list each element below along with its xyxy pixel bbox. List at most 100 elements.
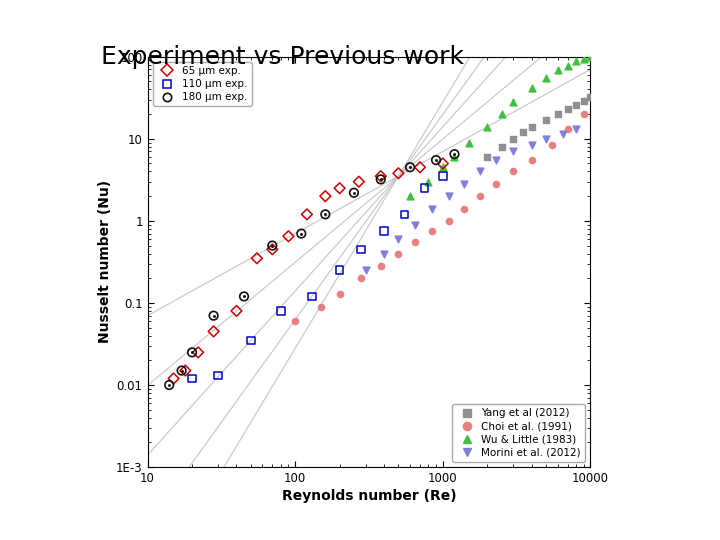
- Point: [437, 159, 449, 168]
- Point: [508, 134, 519, 143]
- Point: [375, 172, 387, 180]
- Point: [212, 372, 224, 380]
- Text: Material Measurement Laboratory: Material Measurement Laboratory: [11, 510, 225, 520]
- Point: [562, 105, 573, 113]
- Point: [540, 116, 552, 124]
- Point: [570, 57, 582, 65]
- Point: [163, 381, 175, 389]
- Point: [459, 180, 470, 188]
- Point: [526, 140, 537, 149]
- Point: [410, 238, 421, 246]
- Point: [508, 98, 519, 106]
- Point: [176, 366, 187, 375]
- Point: [295, 230, 307, 238]
- Point: [283, 232, 294, 240]
- Point: [459, 205, 470, 213]
- Point: [449, 153, 460, 161]
- Point: [437, 163, 449, 172]
- Point: [186, 348, 198, 357]
- Point: [431, 156, 442, 164]
- Point: [490, 156, 502, 164]
- Point: [482, 123, 493, 131]
- Point: [414, 163, 426, 172]
- Point: [427, 227, 438, 235]
- Point: [334, 184, 346, 193]
- Point: [375, 175, 387, 184]
- Point: [540, 73, 552, 82]
- Point: [405, 163, 416, 172]
- Point: [320, 210, 331, 219]
- Point: [431, 156, 442, 164]
- Point: [570, 125, 582, 134]
- Point: [230, 307, 242, 315]
- Point: [418, 184, 430, 193]
- Text: Experiment vs Previous work: Experiment vs Previous work: [101, 45, 464, 69]
- Point: [578, 54, 590, 63]
- Point: [168, 374, 179, 383]
- Point: [518, 128, 529, 137]
- Point: [392, 249, 404, 258]
- Point: [315, 302, 327, 311]
- Point: [266, 241, 278, 250]
- Point: [508, 147, 519, 156]
- Point: [356, 245, 367, 254]
- Point: [578, 110, 590, 118]
- Point: [474, 167, 486, 176]
- Point: [245, 336, 256, 345]
- Point: [375, 262, 387, 271]
- Point: [585, 52, 596, 61]
- Point: [496, 143, 508, 151]
- Point: [552, 66, 564, 75]
- Point: [295, 230, 307, 238]
- Point: [449, 150, 460, 158]
- Point: [275, 307, 287, 315]
- Point: [423, 177, 434, 186]
- Point: [546, 140, 558, 149]
- Point: [482, 153, 493, 161]
- Point: [490, 180, 502, 188]
- Point: [562, 61, 573, 70]
- Point: [179, 366, 191, 375]
- Point: [251, 254, 263, 262]
- Point: [526, 83, 537, 92]
- Point: [427, 205, 438, 213]
- Point: [557, 130, 569, 138]
- Point: [443, 217, 454, 225]
- Point: [348, 188, 360, 197]
- Point: [405, 163, 416, 172]
- Point: [186, 374, 198, 383]
- Point: [496, 110, 508, 118]
- Point: [410, 220, 421, 229]
- Point: [443, 192, 454, 200]
- Point: [375, 175, 387, 184]
- X-axis label: Reynolds number (Re): Reynolds number (Re): [282, 489, 456, 503]
- Point: [266, 245, 278, 254]
- Point: [208, 312, 220, 320]
- Point: [238, 292, 250, 301]
- Point: [192, 348, 204, 357]
- Point: [334, 266, 346, 275]
- Point: [266, 241, 278, 250]
- Point: [392, 235, 404, 244]
- Y-axis label: Nusselt number (Nu): Nusselt number (Nu): [98, 180, 112, 343]
- Point: [405, 192, 416, 200]
- Point: [399, 210, 410, 219]
- Point: [392, 169, 404, 178]
- Point: [526, 123, 537, 131]
- Point: [334, 289, 346, 298]
- Point: [526, 156, 537, 164]
- Point: [238, 292, 250, 301]
- Point: [289, 317, 301, 326]
- Point: [552, 110, 564, 118]
- Text: 22: 22: [616, 509, 631, 522]
- Point: [360, 266, 372, 275]
- Point: [578, 97, 590, 105]
- Point: [163, 381, 175, 389]
- Point: [320, 192, 331, 200]
- Point: [306, 292, 318, 301]
- Point: [562, 125, 573, 134]
- Point: [186, 348, 198, 357]
- Point: [378, 227, 390, 235]
- Point: [356, 274, 367, 282]
- Point: [208, 312, 220, 320]
